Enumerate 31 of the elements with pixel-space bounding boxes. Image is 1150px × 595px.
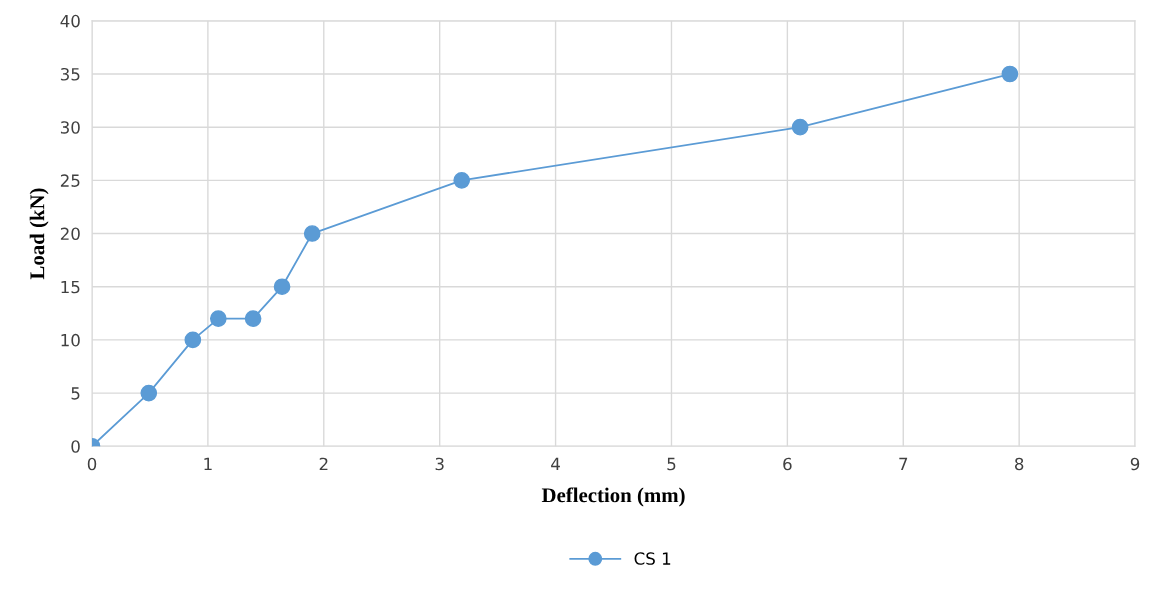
x-tick-label: 7 — [899, 457, 908, 471]
point — [1001, 65, 1019, 83]
y-tick-label: 25 — [60, 174, 80, 187]
y-tick-label: 10 — [61, 333, 80, 347]
y-tick-label: 5 — [71, 387, 80, 400]
point — [791, 118, 809, 136]
legend-label: CS 1 — [634, 552, 671, 565]
point — [453, 172, 471, 189]
y-tick-label: 40 — [60, 14, 80, 28]
y-axis-title: Load (kN) — [29, 188, 49, 280]
point — [303, 225, 321, 242]
x-tick-label: 0 — [87, 457, 97, 471]
point — [140, 384, 158, 402]
x-tick-label: 3 — [435, 457, 444, 471]
x-axis-title: Deflection (mm) — [541, 487, 685, 507]
x-tick-label: 4 — [551, 457, 560, 471]
y-tick-label: 30 — [60, 121, 80, 134]
x-tick-label: 2 — [319, 457, 328, 471]
x-tick-label: 9 — [1130, 457, 1140, 471]
y-tick-label: 35 — [60, 67, 80, 81]
point — [244, 310, 262, 327]
x-tick-label: 5 — [667, 457, 676, 471]
y-tick-label: 0 — [71, 440, 80, 453]
x-tick-label: 8 — [1014, 457, 1024, 471]
x-tick-label: 1 — [204, 457, 212, 471]
y-tick-label: 15 — [61, 280, 80, 294]
x-tick-label: 6 — [783, 457, 792, 471]
point — [184, 331, 202, 349]
point — [273, 278, 291, 296]
point — [209, 310, 227, 327]
y-tick-label: 20 — [60, 227, 80, 241]
